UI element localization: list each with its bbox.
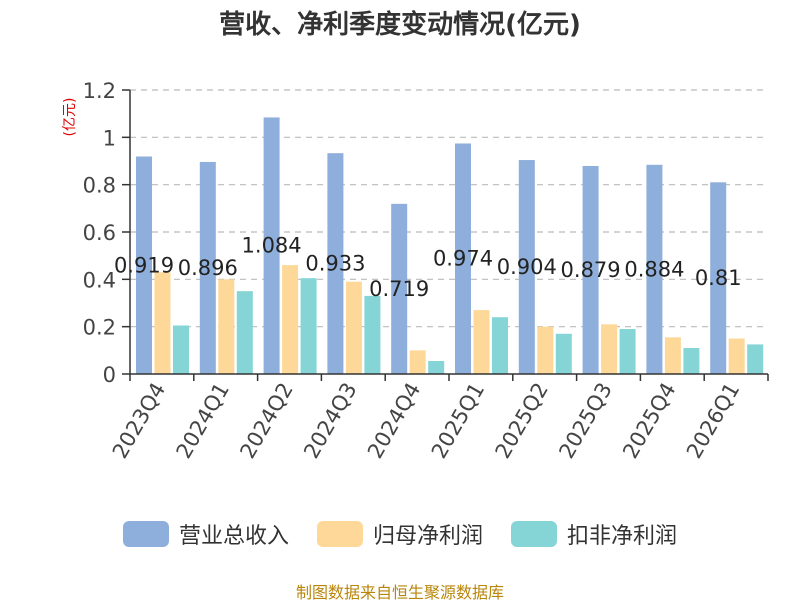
data-label: 0.884 bbox=[624, 257, 684, 281]
bar[interactable] bbox=[327, 153, 344, 374]
bar[interactable] bbox=[428, 360, 445, 374]
data-label: 1.084 bbox=[242, 234, 302, 258]
bar[interactable] bbox=[683, 347, 700, 374]
bar[interactable] bbox=[236, 291, 253, 374]
x-tick-label: 2026Q1 bbox=[682, 379, 744, 463]
x-tick-label: 2024Q2 bbox=[235, 379, 297, 463]
bar[interactable] bbox=[300, 278, 317, 374]
x-tick-label: 2024Q1 bbox=[172, 379, 234, 463]
x-tick-label: 2025Q1 bbox=[427, 379, 489, 463]
x-tick-label: 2024Q3 bbox=[299, 379, 361, 463]
data-label: 0.933 bbox=[305, 252, 365, 276]
legend-item-revenue[interactable]: 营业总收入 bbox=[122, 518, 289, 550]
y-tick-label: 0.8 bbox=[83, 174, 116, 198]
y-tick-label: 1.2 bbox=[83, 79, 116, 103]
legend-swatch bbox=[511, 521, 557, 547]
bar[interactable] bbox=[136, 156, 152, 374]
legend-label: 营业总收入 bbox=[178, 524, 289, 549]
bar[interactable] bbox=[710, 182, 727, 374]
legend-swatch bbox=[122, 521, 169, 547]
bar[interactable] bbox=[619, 329, 636, 374]
bar[interactable] bbox=[537, 326, 554, 374]
bar[interactable] bbox=[473, 310, 490, 374]
y-tick-label: 0.2 bbox=[83, 316, 116, 340]
x-tick-label: 2023Q4 bbox=[108, 379, 170, 463]
x-tick-label: 2025Q2 bbox=[491, 379, 553, 463]
y-tick-label: 0.6 bbox=[83, 221, 116, 245]
bar[interactable] bbox=[218, 279, 235, 374]
y-tick-label: 0.4 bbox=[83, 268, 116, 292]
data-label: 0.719 bbox=[369, 277, 429, 301]
legend-label: 归母净利润 bbox=[372, 524, 483, 549]
bar[interactable] bbox=[364, 295, 381, 374]
bar[interactable] bbox=[391, 203, 408, 374]
legend: 营业总收入 归母净利润 扣非净利润 bbox=[0, 518, 800, 550]
data-label: 0.879 bbox=[561, 258, 621, 282]
bar[interactable] bbox=[492, 317, 508, 374]
bar[interactable] bbox=[555, 333, 572, 374]
bar[interactable] bbox=[263, 117, 280, 374]
bar[interactable] bbox=[747, 344, 764, 374]
legend-item-deducted-net-profit[interactable]: 扣非净利润 bbox=[511, 518, 677, 550]
bar[interactable] bbox=[173, 325, 189, 374]
y-tick-label: 1 bbox=[103, 126, 116, 150]
x-tick-label: 2024Q4 bbox=[363, 379, 425, 463]
bar[interactable] bbox=[345, 281, 362, 374]
bar[interactable] bbox=[728, 338, 745, 375]
legend-label: 扣非净利润 bbox=[567, 524, 678, 549]
x-tick-label: 2025Q3 bbox=[554, 379, 616, 463]
y-unit-label: (亿元) bbox=[62, 98, 78, 137]
bar[interactable] bbox=[518, 160, 535, 374]
bar[interactable] bbox=[582, 165, 599, 374]
source-note: 制图数据来自恒生聚源数据库 bbox=[295, 583, 504, 602]
bar[interactable] bbox=[282, 265, 299, 374]
data-label: 0.974 bbox=[433, 247, 493, 271]
legend-swatch bbox=[316, 521, 363, 547]
bars bbox=[136, 117, 764, 375]
data-label: 0.919 bbox=[114, 253, 174, 277]
x-tick-label: 2025Q4 bbox=[618, 379, 680, 463]
y-tick-label: 0 bbox=[103, 363, 116, 387]
data-label: 0.896 bbox=[178, 256, 238, 280]
legend-item-net-profit[interactable]: 归母净利润 bbox=[316, 518, 483, 550]
bar[interactable] bbox=[664, 337, 681, 374]
data-label: 0.904 bbox=[497, 255, 557, 279]
bar[interactable] bbox=[199, 161, 216, 374]
bar[interactable] bbox=[601, 324, 618, 374]
data-label: 0.81 bbox=[695, 266, 742, 290]
bar[interactable] bbox=[409, 350, 426, 374]
bar[interactable] bbox=[646, 164, 663, 374]
bar[interactable] bbox=[455, 143, 471, 374]
bar[interactable] bbox=[154, 272, 171, 374]
chart-title: 营收、净利季度变动情况(亿元) bbox=[219, 9, 581, 40]
